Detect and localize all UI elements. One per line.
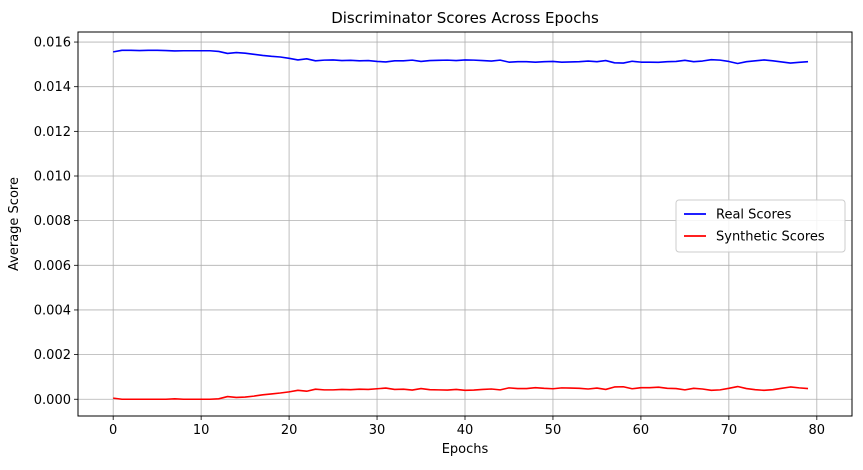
x-tick-label: 0 — [109, 423, 117, 438]
y-tick-label: 0.006 — [34, 259, 71, 274]
y-axis-ticks: 0.000 0.002 0.004 0.006 0.008 0.010 0.012 0.014… — [34, 36, 78, 408]
x-tick-label: 10 — [193, 423, 210, 438]
series-line-1 — [113, 385, 809, 401]
y-tick-label: 0.000 — [34, 393, 71, 408]
x-tick-label: 40 — [457, 423, 474, 438]
y-tick-label: 0.012 — [34, 125, 71, 140]
x-tick-label: 60 — [633, 423, 650, 438]
series-line-0 — [113, 49, 809, 65]
y-tick-label: 0.010 — [34, 170, 71, 185]
x-tick-label: 20 — [281, 423, 298, 438]
x-tick-label: 70 — [721, 423, 738, 438]
y-tick-label: 0.008 — [34, 214, 71, 229]
legend-box — [675, 199, 846, 253]
legend: Real Scores Synthetic Scores — [675, 199, 846, 253]
series-lines — [113, 49, 809, 401]
y-tick-label: 0.004 — [34, 303, 71, 318]
x-tick-label: 30 — [369, 423, 386, 438]
x-tick-label: 80 — [809, 423, 826, 438]
y-tick-label: 0.002 — [34, 348, 71, 363]
y-axis-label: Average Score — [7, 177, 22, 271]
x-axis-label: Epochs — [442, 442, 489, 457]
legend-label-0: Real Scores — [716, 208, 792, 223]
chart-title: Discriminator Scores Across Epochs — [331, 9, 599, 27]
y-tick-label: 0.016 — [34, 36, 71, 51]
x-tick-label: 50 — [545, 423, 562, 438]
x-axis-ticks: 0 10 20 30 40 50 60 70 80 — [109, 416, 825, 438]
y-tick-label: 0.014 — [34, 80, 71, 95]
legend-label-1: Synthetic Scores — [716, 230, 825, 245]
